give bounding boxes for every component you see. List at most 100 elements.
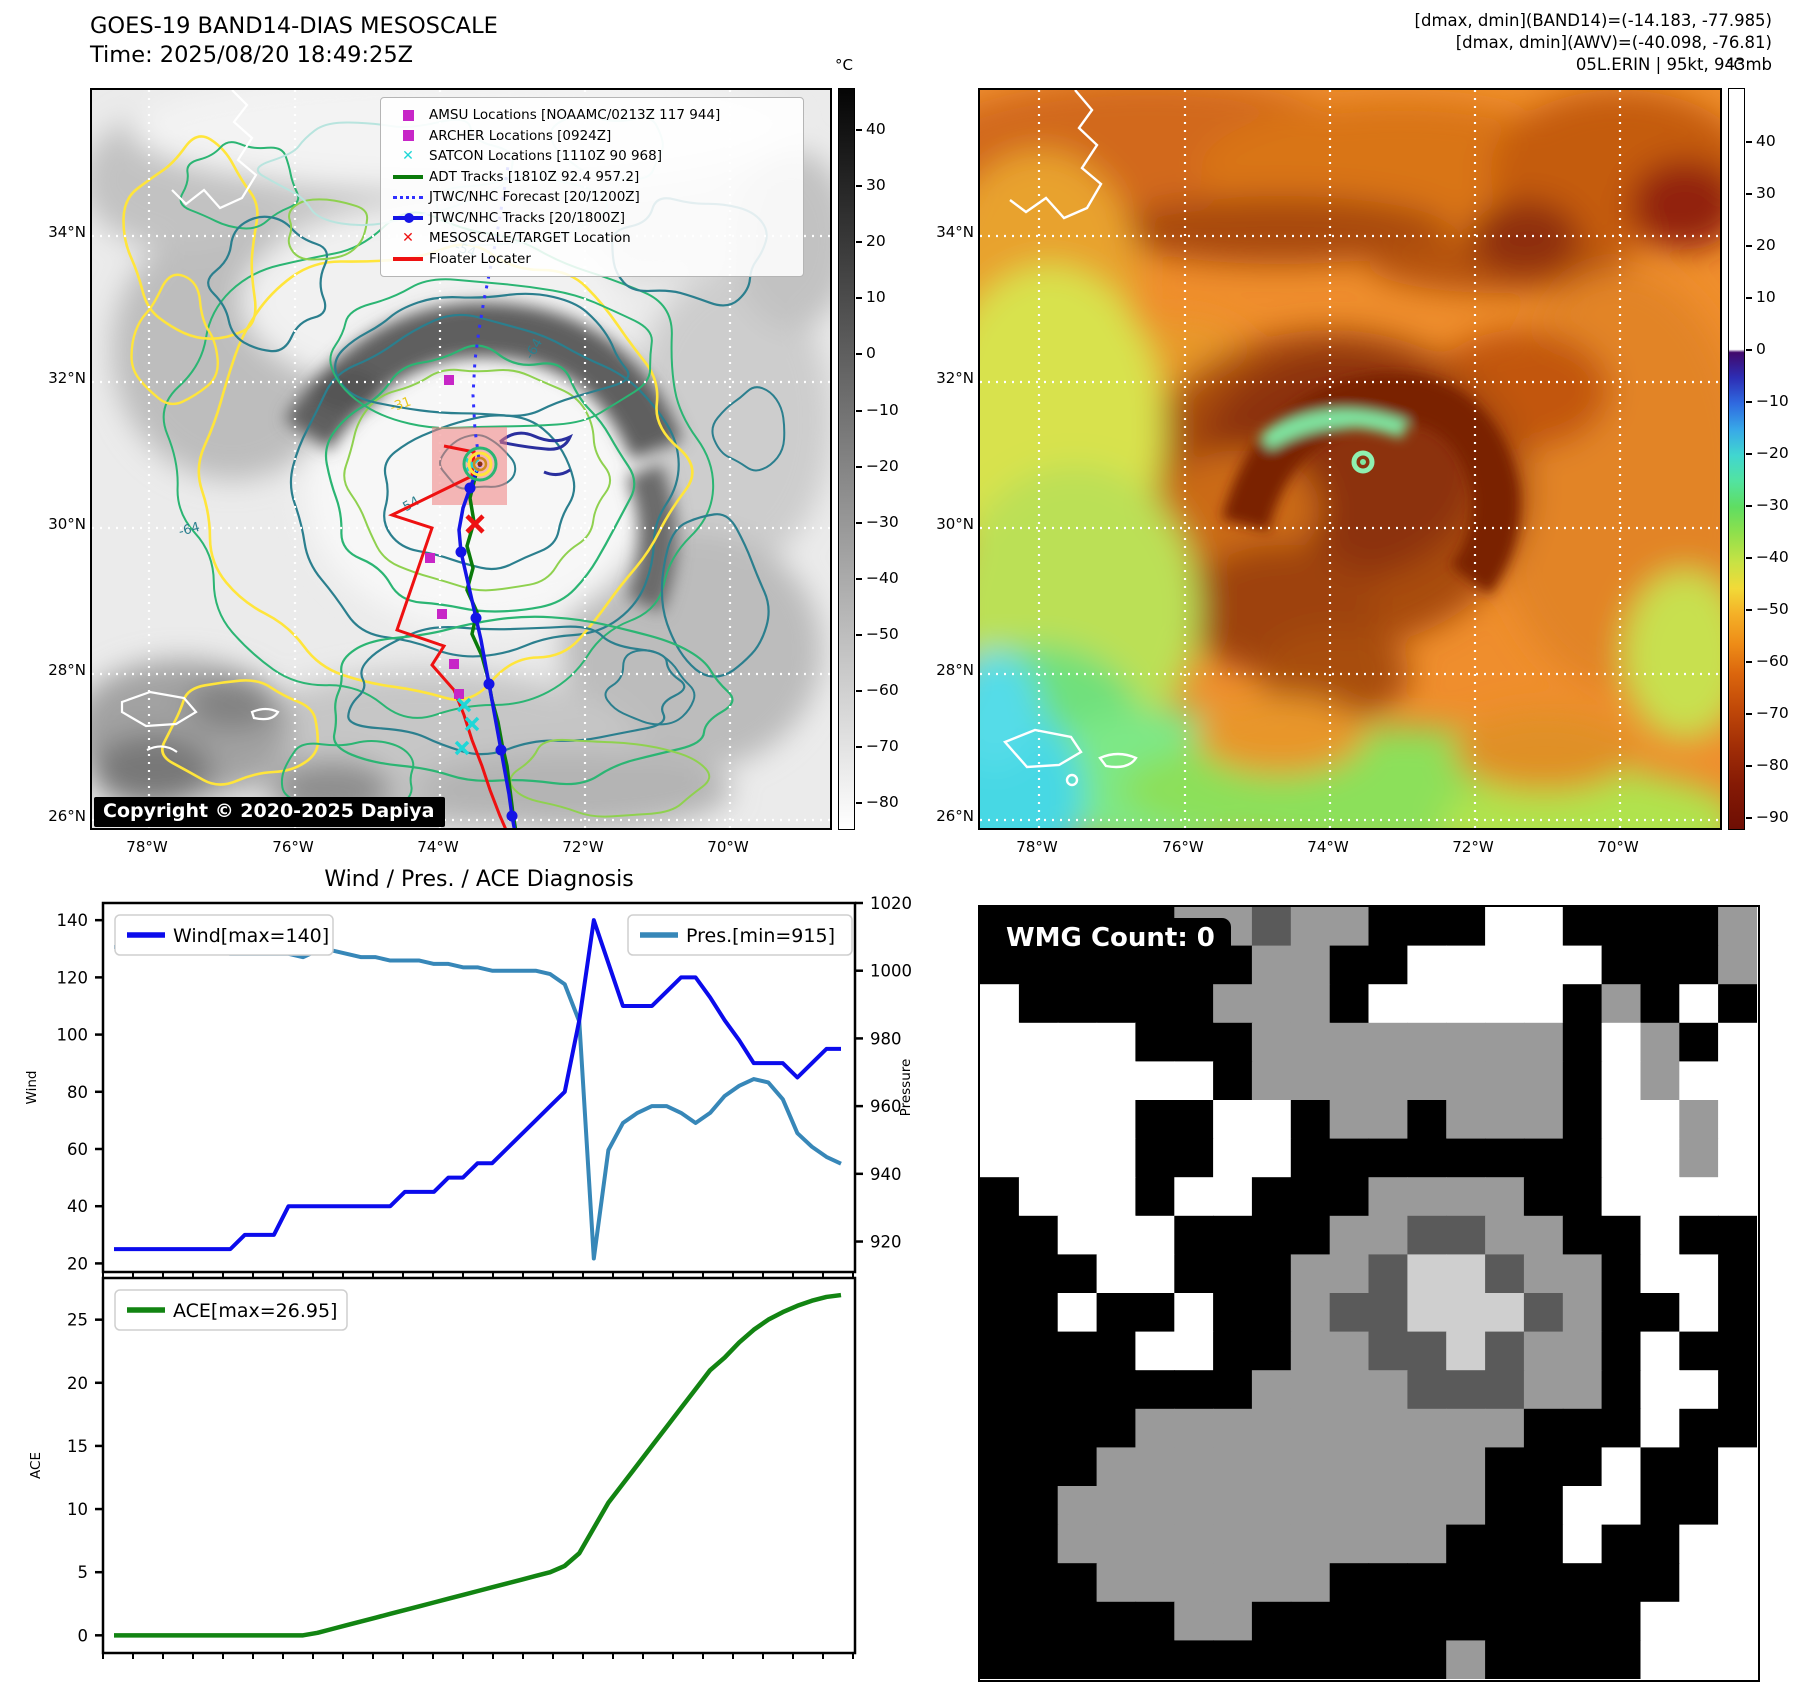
colorbar-tick-label: −70 — [866, 737, 899, 756]
contour-value-label: -64 — [177, 520, 201, 540]
eye-ring-inner — [472, 456, 488, 472]
awv-map-canvas — [980, 90, 1720, 828]
colorbar-tick — [1746, 609, 1752, 611]
colorbar-tick-label: 20 — [1756, 236, 1776, 254]
legend-symbol — [387, 195, 429, 199]
awv-colorbar-unit: °C — [1726, 56, 1744, 74]
colorbar-tick-label: 20 — [866, 232, 886, 251]
ace-legend-box — [114, 1289, 348, 1331]
lat-tick-label: 26°N — [48, 807, 86, 825]
colorbar-tick — [1746, 141, 1752, 143]
legend-item-label: ADT Tracks [1810Z 92.4 957.2] — [429, 168, 640, 185]
colorbar-tick-label: 40 — [1756, 132, 1776, 150]
y-tick-label: 120 — [57, 968, 89, 987]
colorbar-tick-label: −60 — [866, 681, 899, 699]
colorbar-tick — [1746, 349, 1752, 351]
ace-line — [114, 1292, 842, 1638]
y-tick-label: 1000 — [870, 962, 912, 981]
colorbar-tick — [1746, 817, 1752, 819]
lat-tick-label: 28°N — [936, 661, 974, 679]
colorbar-tick — [1746, 765, 1752, 767]
satcon-location-marker — [464, 716, 480, 732]
colorbar-tick-label: 0 — [1756, 340, 1766, 358]
amsu-location-marker — [425, 553, 435, 563]
colorbar-tick-label: −30 — [1756, 496, 1789, 514]
legend-item: ADT Tracks [1810Z 92.4 957.2] — [387, 167, 795, 188]
amsu-location-marker — [437, 609, 447, 619]
colorbar-tick — [856, 129, 862, 131]
colorbar-tick-label: −40 — [866, 568, 899, 587]
lat-tick-label: 32°N — [936, 369, 974, 387]
map-legend: AMSU Locations [NOAAMC/0213Z 117 944] ARC… — [380, 97, 804, 277]
colorbar-tick-label: 30 — [1756, 184, 1776, 202]
colorbar-tick — [856, 185, 862, 188]
awv-eye — [1351, 450, 1375, 474]
adt-track-line — [465, 473, 518, 828]
legend-item: ✕ SATCON Locations [1110Z 90 968] — [387, 146, 795, 167]
wind-pres-ace-charts: Wind / Pres. / ACE Diagnosis140120100806… — [24, 867, 914, 1659]
copyright-label: Copyright © 2020-2025 Dapiya — [94, 797, 446, 827]
ace-legend-label: ACE[max=26.95] — [173, 1300, 337, 1322]
colorbar-tick — [856, 577, 862, 580]
y-tick-label: 15 — [67, 1437, 88, 1456]
wmg-panel: WMG Count: 0 — [978, 905, 1760, 1682]
lat-tick-label: 34°N — [936, 223, 974, 241]
y-tick-label: 940 — [870, 1165, 902, 1184]
y-tick-label: 5 — [78, 1563, 89, 1582]
colorbar-tick — [856, 802, 862, 805]
wind-axis-label: Wind — [24, 1071, 40, 1105]
jtwc-forecast-line — [471, 159, 511, 468]
storm-status: 05L.ERIN | 95kt, 943mb — [1575, 55, 1772, 74]
wmg-pixel-grid — [980, 907, 1758, 1680]
awv-colorbar — [1728, 88, 1745, 830]
coastline — [120, 90, 280, 753]
lon-tick-label: 70°W — [1597, 838, 1639, 856]
colorbar-tick — [856, 353, 862, 356]
lon-tick-label: 72°W — [562, 838, 604, 856]
lon-tick-label: 76°W — [272, 838, 314, 856]
colorbar-tick — [1746, 401, 1752, 403]
dmax-dmin-awv: [dmax, dmin](AWV)=(-40.098, -76.81) — [1455, 33, 1772, 52]
amsu-location-marker — [454, 689, 464, 699]
legend-item: Floater Locater — [387, 249, 795, 270]
colorbar-tick-label: −80 — [866, 793, 899, 812]
lon-tick-label: 74°W — [417, 838, 459, 856]
pressure-legend-label: Pres.[min=915] — [686, 925, 835, 947]
legend-symbol — [387, 130, 429, 142]
colorbar-tick-label: −80 — [1756, 756, 1789, 774]
y-tick-label: 20 — [67, 1374, 88, 1393]
awv-satellite-map — [978, 88, 1722, 830]
legend-item-label: AMSU Locations [NOAAMC/0213Z 117 944] — [429, 107, 721, 124]
colorbar-tick-label: −70 — [1756, 704, 1789, 722]
pressure-line — [114, 945, 842, 1261]
colorbar-tick — [1746, 297, 1752, 299]
legend-symbol: ✕ — [402, 229, 414, 246]
jtwc-track-line — [457, 467, 517, 828]
amsu-location-marker — [449, 659, 459, 669]
y-tick-label: 80 — [67, 1083, 88, 1102]
wind-legend-label: Wind[max=140] — [173, 925, 329, 947]
y-tick-label: 140 — [57, 911, 89, 930]
jtwc-track-point — [506, 810, 518, 822]
colorbar-tick-label: −10 — [866, 400, 899, 419]
y-tick-label: 100 — [57, 1026, 89, 1045]
colorbar-tick-label: 30 — [866, 176, 886, 195]
colorbar-tick — [856, 521, 862, 524]
eye-ring-mid — [467, 451, 493, 477]
y-tick-label: 40 — [67, 1197, 88, 1216]
legend-item-label: SATCON Locations [1110Z 90 968] — [429, 148, 662, 165]
lon-tick-label: 72°W — [1452, 838, 1494, 856]
satcon-location-marker — [456, 697, 472, 713]
colorbar-tick-label: −20 — [866, 456, 899, 475]
jtwc-track-point — [470, 612, 482, 624]
legend-symbol — [387, 256, 429, 261]
colorbar-tick — [1746, 193, 1752, 195]
band14-colorbar-unit: °C — [835, 56, 853, 74]
contour-value-label: -31 — [388, 394, 413, 415]
legend-item: AMSU Locations [NOAAMC/0213Z 117 944] — [387, 105, 795, 126]
wind-line — [114, 918, 841, 1252]
legend-symbol — [387, 109, 429, 121]
y-tick-label: 25 — [67, 1311, 88, 1330]
wind-legend-box — [114, 914, 334, 956]
band14-title: GOES-19 BAND14-DIAS MESOSCALE — [90, 13, 498, 39]
